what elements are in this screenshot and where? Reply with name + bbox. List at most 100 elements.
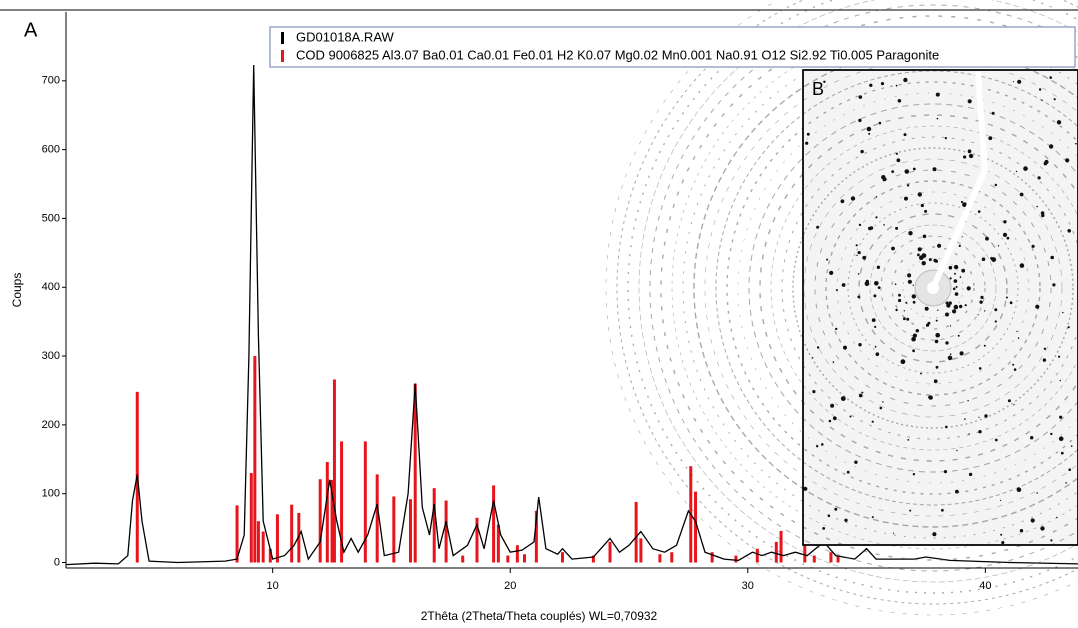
stick [755, 548, 759, 563]
diffraction-spot [985, 236, 989, 241]
diffraction-spot [1068, 468, 1071, 472]
diffraction-spot [994, 308, 998, 312]
diffraction-spot [984, 310, 986, 312]
diffraction-spot [835, 289, 838, 291]
diffraction-spot [840, 396, 846, 401]
diffraction-spot [941, 508, 944, 512]
diffraction-spot [832, 361, 835, 363]
stick [734, 555, 738, 563]
stick [297, 512, 301, 563]
diffraction-spot [953, 304, 959, 310]
diffraction-spot [849, 415, 852, 418]
diffraction-spot [874, 345, 877, 348]
diffraction-spot [844, 518, 848, 522]
diffraction-spot [932, 532, 937, 537]
diffraction-spot [1052, 283, 1056, 287]
diffraction-spot [823, 80, 826, 84]
stick [475, 517, 479, 563]
diffraction-spot [934, 259, 939, 263]
stick [318, 479, 322, 563]
diffraction-spot [1041, 99, 1043, 101]
diffraction-spot [1030, 436, 1034, 440]
diffraction-spot [1058, 355, 1061, 358]
diffraction-spot [1031, 244, 1035, 248]
diffraction-spot [874, 281, 879, 286]
diffraction-spot [924, 209, 928, 213]
diffraction-spot [841, 283, 846, 287]
diffraction-spot [981, 257, 986, 262]
diffraction-spot [1017, 79, 1022, 84]
diffraction-spot [936, 117, 939, 120]
diffraction-spot [1062, 311, 1064, 314]
diffraction-spot [907, 273, 912, 278]
stick [461, 555, 465, 563]
diffraction-spot [997, 245, 1000, 247]
diffraction-spot [865, 279, 869, 284]
diffraction-spot [964, 304, 967, 307]
diffraction-ring [649, 4, 1078, 572]
diffraction-spot [882, 401, 884, 403]
diffraction-spot [959, 351, 964, 356]
diffraction-spot [1070, 445, 1073, 447]
diffraction-spot [991, 111, 995, 115]
diffraction-spot [1036, 492, 1038, 494]
diffraction-spot [932, 167, 937, 172]
diffraction-spot [861, 391, 864, 394]
diffraction-spot [937, 243, 942, 248]
diffraction-spot [960, 200, 964, 204]
diffraction-spot [935, 92, 940, 97]
diffraction-spot [895, 152, 899, 155]
diffraction-spot [903, 317, 906, 321]
diffraction-spot [928, 395, 932, 399]
diffraction-ring [869, 224, 997, 352]
diffraction-spot [1067, 229, 1071, 233]
diffraction-spot [1050, 432, 1053, 436]
diffraction-spot [920, 203, 924, 208]
diffraction-spot [937, 309, 939, 311]
diffraction-spot [978, 367, 982, 370]
diffraction-spot [903, 133, 907, 137]
diffraction-spot [979, 300, 983, 304]
diffraction-spot [961, 236, 963, 238]
diffraction-spot [871, 516, 874, 519]
diffraction-spot [816, 346, 820, 349]
diffraction-ring [814, 169, 1052, 407]
diffraction-spot [958, 244, 961, 247]
y-tick-label: 400 [42, 281, 60, 293]
diffraction-spot [829, 270, 834, 275]
diffraction-spot [857, 251, 861, 255]
diffraction-spot [868, 132, 871, 135]
x-tick-label: 40 [979, 580, 991, 592]
y-tick-label: 300 [42, 350, 60, 362]
diffraction-spot [912, 349, 915, 353]
diffraction-spot [894, 283, 897, 286]
diffraction-spot [806, 132, 810, 136]
diffraction-spot [875, 352, 880, 357]
diffraction-spot [895, 226, 899, 230]
diffraction-spot [968, 153, 974, 159]
legend-swatch [281, 32, 284, 44]
stick [432, 488, 436, 563]
stick [710, 552, 714, 563]
diffraction-spot [1019, 192, 1024, 197]
diffraction-spot [866, 126, 872, 132]
diffraction-spot [816, 445, 819, 448]
diffraction-spot [963, 155, 967, 159]
diffraction-spot [912, 473, 916, 476]
diffraction-spot [821, 443, 824, 446]
diffraction-spot [1050, 539, 1053, 542]
diffraction-spot [1002, 232, 1008, 237]
diffraction-spot [1006, 236, 1010, 240]
y-tick-label: 500 [42, 212, 60, 224]
diffraction-spot [952, 309, 957, 314]
y-tick-label: 600 [42, 144, 60, 156]
diffraction-spot [1005, 296, 1008, 299]
stick [534, 510, 538, 563]
diffraction-spot [968, 472, 973, 477]
diffraction-spot [1056, 120, 1062, 125]
diffraction-spot [822, 527, 826, 530]
diffraction-spot [857, 295, 861, 299]
diffraction-spot [935, 332, 940, 338]
beam-stop [930, 71, 989, 290]
diffraction-spot [1012, 363, 1015, 366]
